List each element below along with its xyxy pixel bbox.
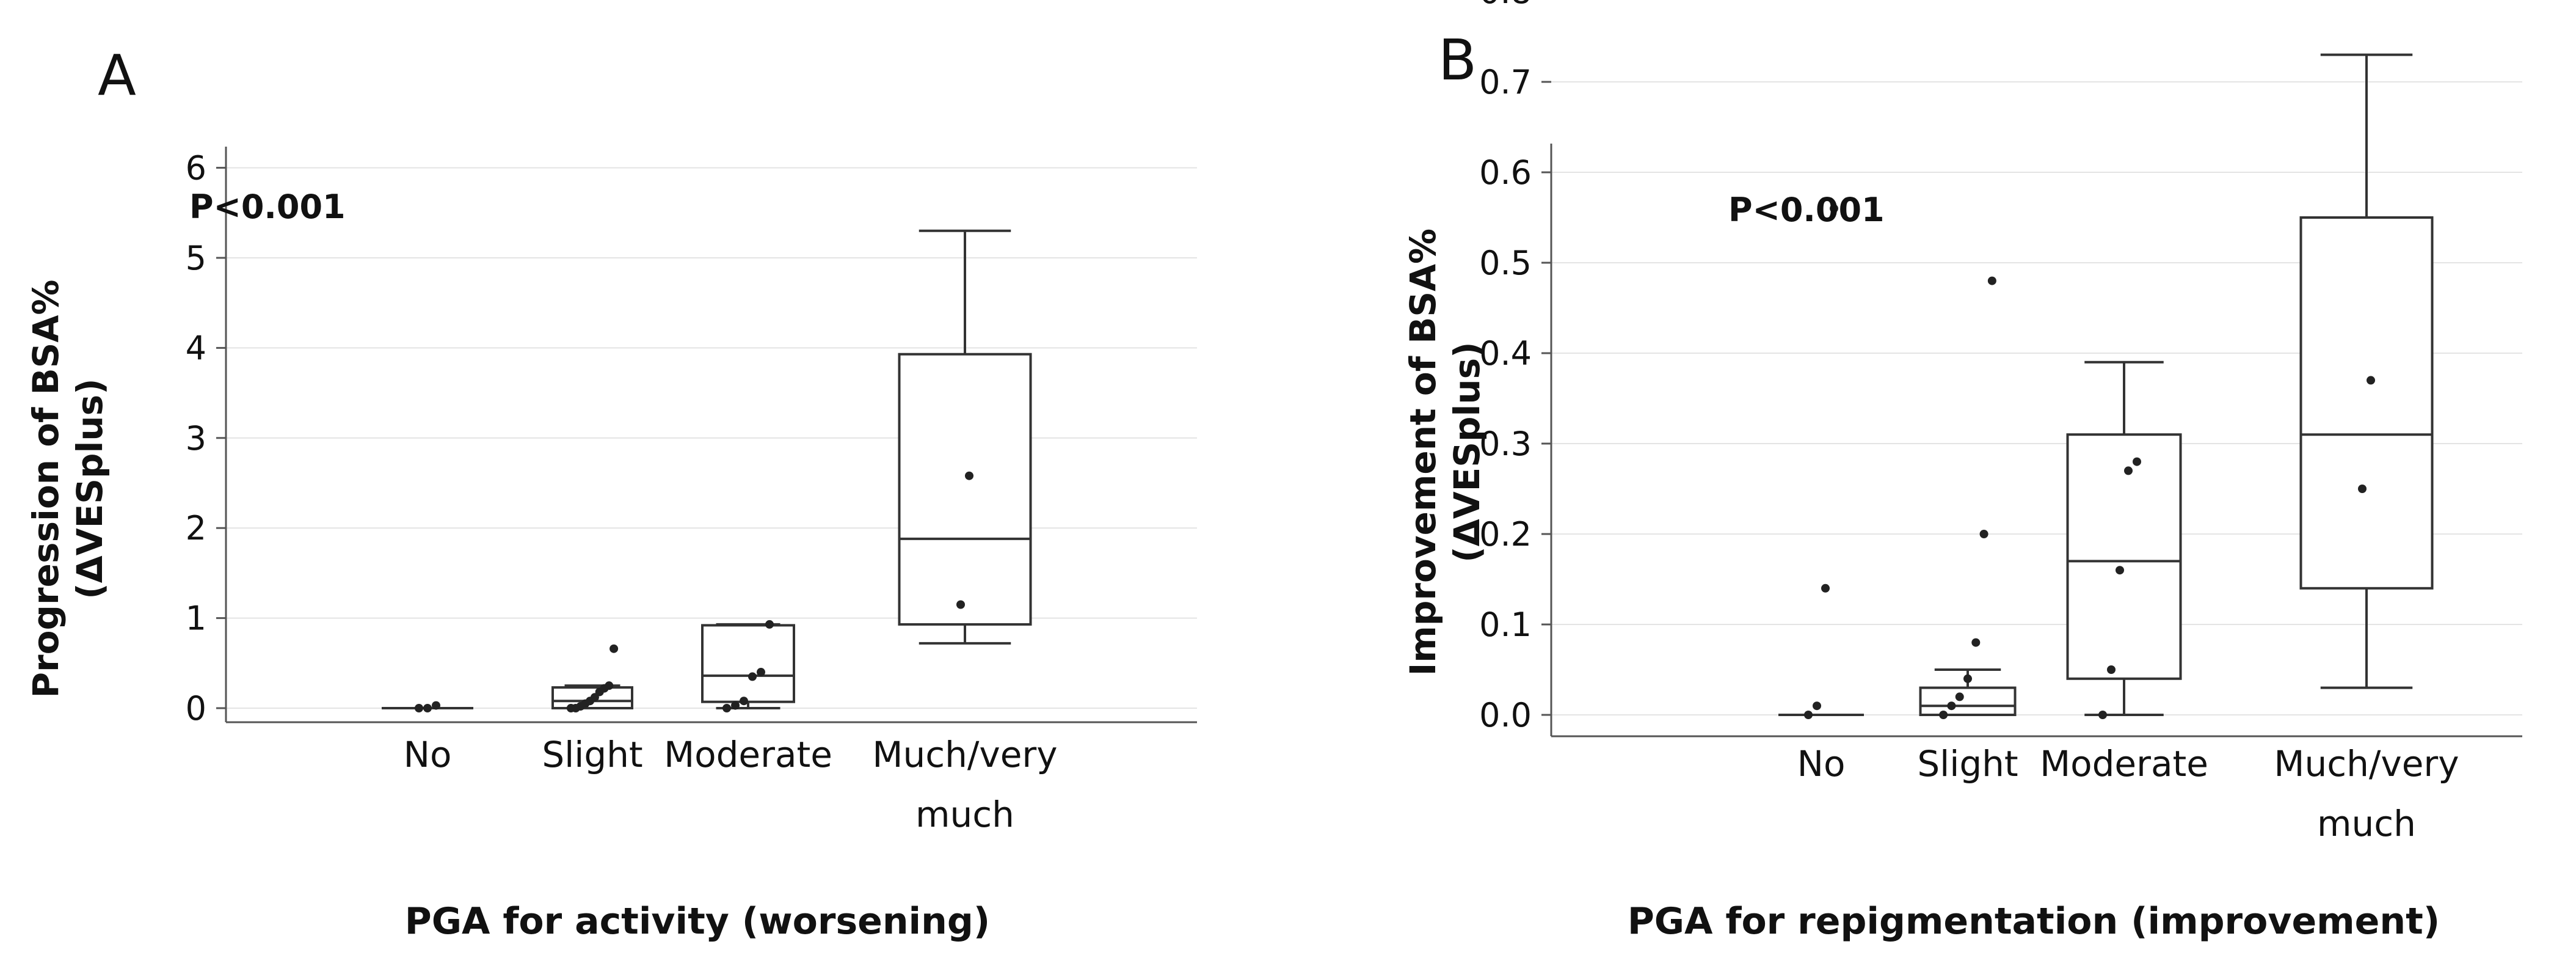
y-axis-title: Improvement of BSA% (ΔVESplus) xyxy=(1402,229,1488,676)
y-tick-label: 2 xyxy=(186,509,206,547)
data-point xyxy=(423,704,432,712)
x-axis-title: PGA for activity (worsening) xyxy=(405,900,990,943)
y-tick-label: 5 xyxy=(186,239,206,277)
box-plot-2 xyxy=(551,644,633,712)
data-point xyxy=(2367,376,2375,385)
data-point xyxy=(1813,701,1821,711)
data-point xyxy=(2107,665,2116,674)
box-plot-4 xyxy=(2299,53,2434,689)
data-point xyxy=(2116,566,2124,575)
data-point xyxy=(609,644,619,653)
category-label: No xyxy=(404,734,452,775)
data-point xyxy=(2098,711,2107,719)
boxes xyxy=(382,229,1032,712)
box-plot-3 xyxy=(701,620,795,712)
data-point xyxy=(956,600,965,609)
box-plot-3 xyxy=(2066,360,2182,719)
p-value-annotation: P<0.001 xyxy=(1728,191,1885,229)
y-tick-label: 0.6 xyxy=(1479,153,1532,192)
interquartile-box xyxy=(701,624,795,703)
interquartile-box xyxy=(2299,216,2434,590)
box-plot-1 xyxy=(382,701,473,712)
y-tick-label: 0.7 xyxy=(1479,63,1532,101)
y-tick-label: 0.2 xyxy=(1479,515,1532,554)
interquartile-box xyxy=(1919,686,2017,716)
data-point xyxy=(1804,711,1813,719)
panel-label: B xyxy=(1438,27,1477,93)
data-point xyxy=(1821,584,1830,593)
y-axis-title-line2: (ΔVESplus) xyxy=(1446,342,1488,562)
data-point xyxy=(605,681,614,690)
y-axis-title-line1: Progression of BSA% xyxy=(25,280,67,698)
category-labels: No Slight Moderate Much/very much xyxy=(404,734,1058,835)
data-point xyxy=(415,704,423,712)
data-point xyxy=(740,697,748,706)
data-point xyxy=(1830,204,1838,213)
y-tick-label: 0.4 xyxy=(1479,334,1532,373)
p-value-annotation: P<0.001 xyxy=(189,188,346,226)
category-label: much xyxy=(915,794,1014,835)
y-tick-label: 0.0 xyxy=(1479,696,1532,734)
category-label: Moderate xyxy=(2040,743,2208,785)
y-tick-label: 1 xyxy=(186,599,206,638)
y-tick-label: 6 xyxy=(186,149,206,188)
axes xyxy=(1550,144,2522,737)
y-tick-label: 0.3 xyxy=(1479,425,1532,463)
data-point xyxy=(722,704,731,712)
category-label: No xyxy=(1797,743,1846,785)
data-point xyxy=(2124,466,2133,475)
y-axis-title-line2: (ΔVESplus) xyxy=(69,378,111,599)
category-label: much xyxy=(2317,803,2416,844)
box-plot-1 xyxy=(1778,204,1864,719)
y-tick-label: 0 xyxy=(186,689,206,728)
interquartile-box xyxy=(2066,433,2182,680)
panel-b: B Improvement of BSA% (ΔVESplus) 0.00.10… xyxy=(1402,0,2522,943)
box-plot-4 xyxy=(898,229,1032,645)
data-point xyxy=(965,471,973,480)
y-tick-label: 0.5 xyxy=(1479,244,1532,282)
data-point xyxy=(1963,674,1972,683)
y-tick-label: 0.8 xyxy=(1479,0,1532,11)
category-label: Slight xyxy=(542,734,642,775)
data-point xyxy=(757,668,765,677)
data-point xyxy=(1955,692,1964,701)
category-label: Slight xyxy=(1917,743,2018,785)
data-point xyxy=(1987,276,1996,285)
data-point xyxy=(1971,638,1981,647)
axes xyxy=(225,147,1197,723)
data-point xyxy=(1947,701,1956,711)
y-tick-label: 3 xyxy=(186,419,206,458)
interquartile-box xyxy=(898,353,1032,626)
box-plot-2 xyxy=(1919,276,2017,719)
panel-label: A xyxy=(98,43,136,108)
data-point xyxy=(1939,711,1948,719)
y-ticks: 0 1 2 3 4 5 6 xyxy=(186,149,226,728)
data-point xyxy=(765,620,774,629)
data-point xyxy=(432,701,440,710)
category-label: Much/very xyxy=(872,734,1057,775)
panel-a: A Progression of BSA% (ΔVESplus) 0 1 2 3 4 5 6… xyxy=(25,43,1197,943)
data-point xyxy=(2133,457,2141,466)
boxes xyxy=(1778,53,2434,719)
category-labels: No Slight Moderate Much/very much xyxy=(1797,743,2459,844)
data-point xyxy=(748,672,757,681)
y-tick-label: 4 xyxy=(186,329,206,367)
y-ticks: 0.0 0.1 0.2 0.3 0.4 0.5 0.6 0.7 0.8 xyxy=(1479,0,1551,734)
data-point xyxy=(1979,530,1988,538)
gridlines xyxy=(226,167,1197,709)
data-point xyxy=(731,701,740,710)
x-axis-title: PGA for repigmentation (improvement) xyxy=(1628,900,2440,943)
y-tick-label: 0.1 xyxy=(1479,606,1532,644)
category-label: Much/very xyxy=(2274,743,2459,785)
y-axis-title-line1: Improvement of BSA% xyxy=(1402,229,1444,676)
y-axis-title: Progression of BSA% (ΔVESplus) xyxy=(25,280,111,698)
data-point xyxy=(2358,485,2367,493)
category-label: Moderate xyxy=(664,734,832,775)
